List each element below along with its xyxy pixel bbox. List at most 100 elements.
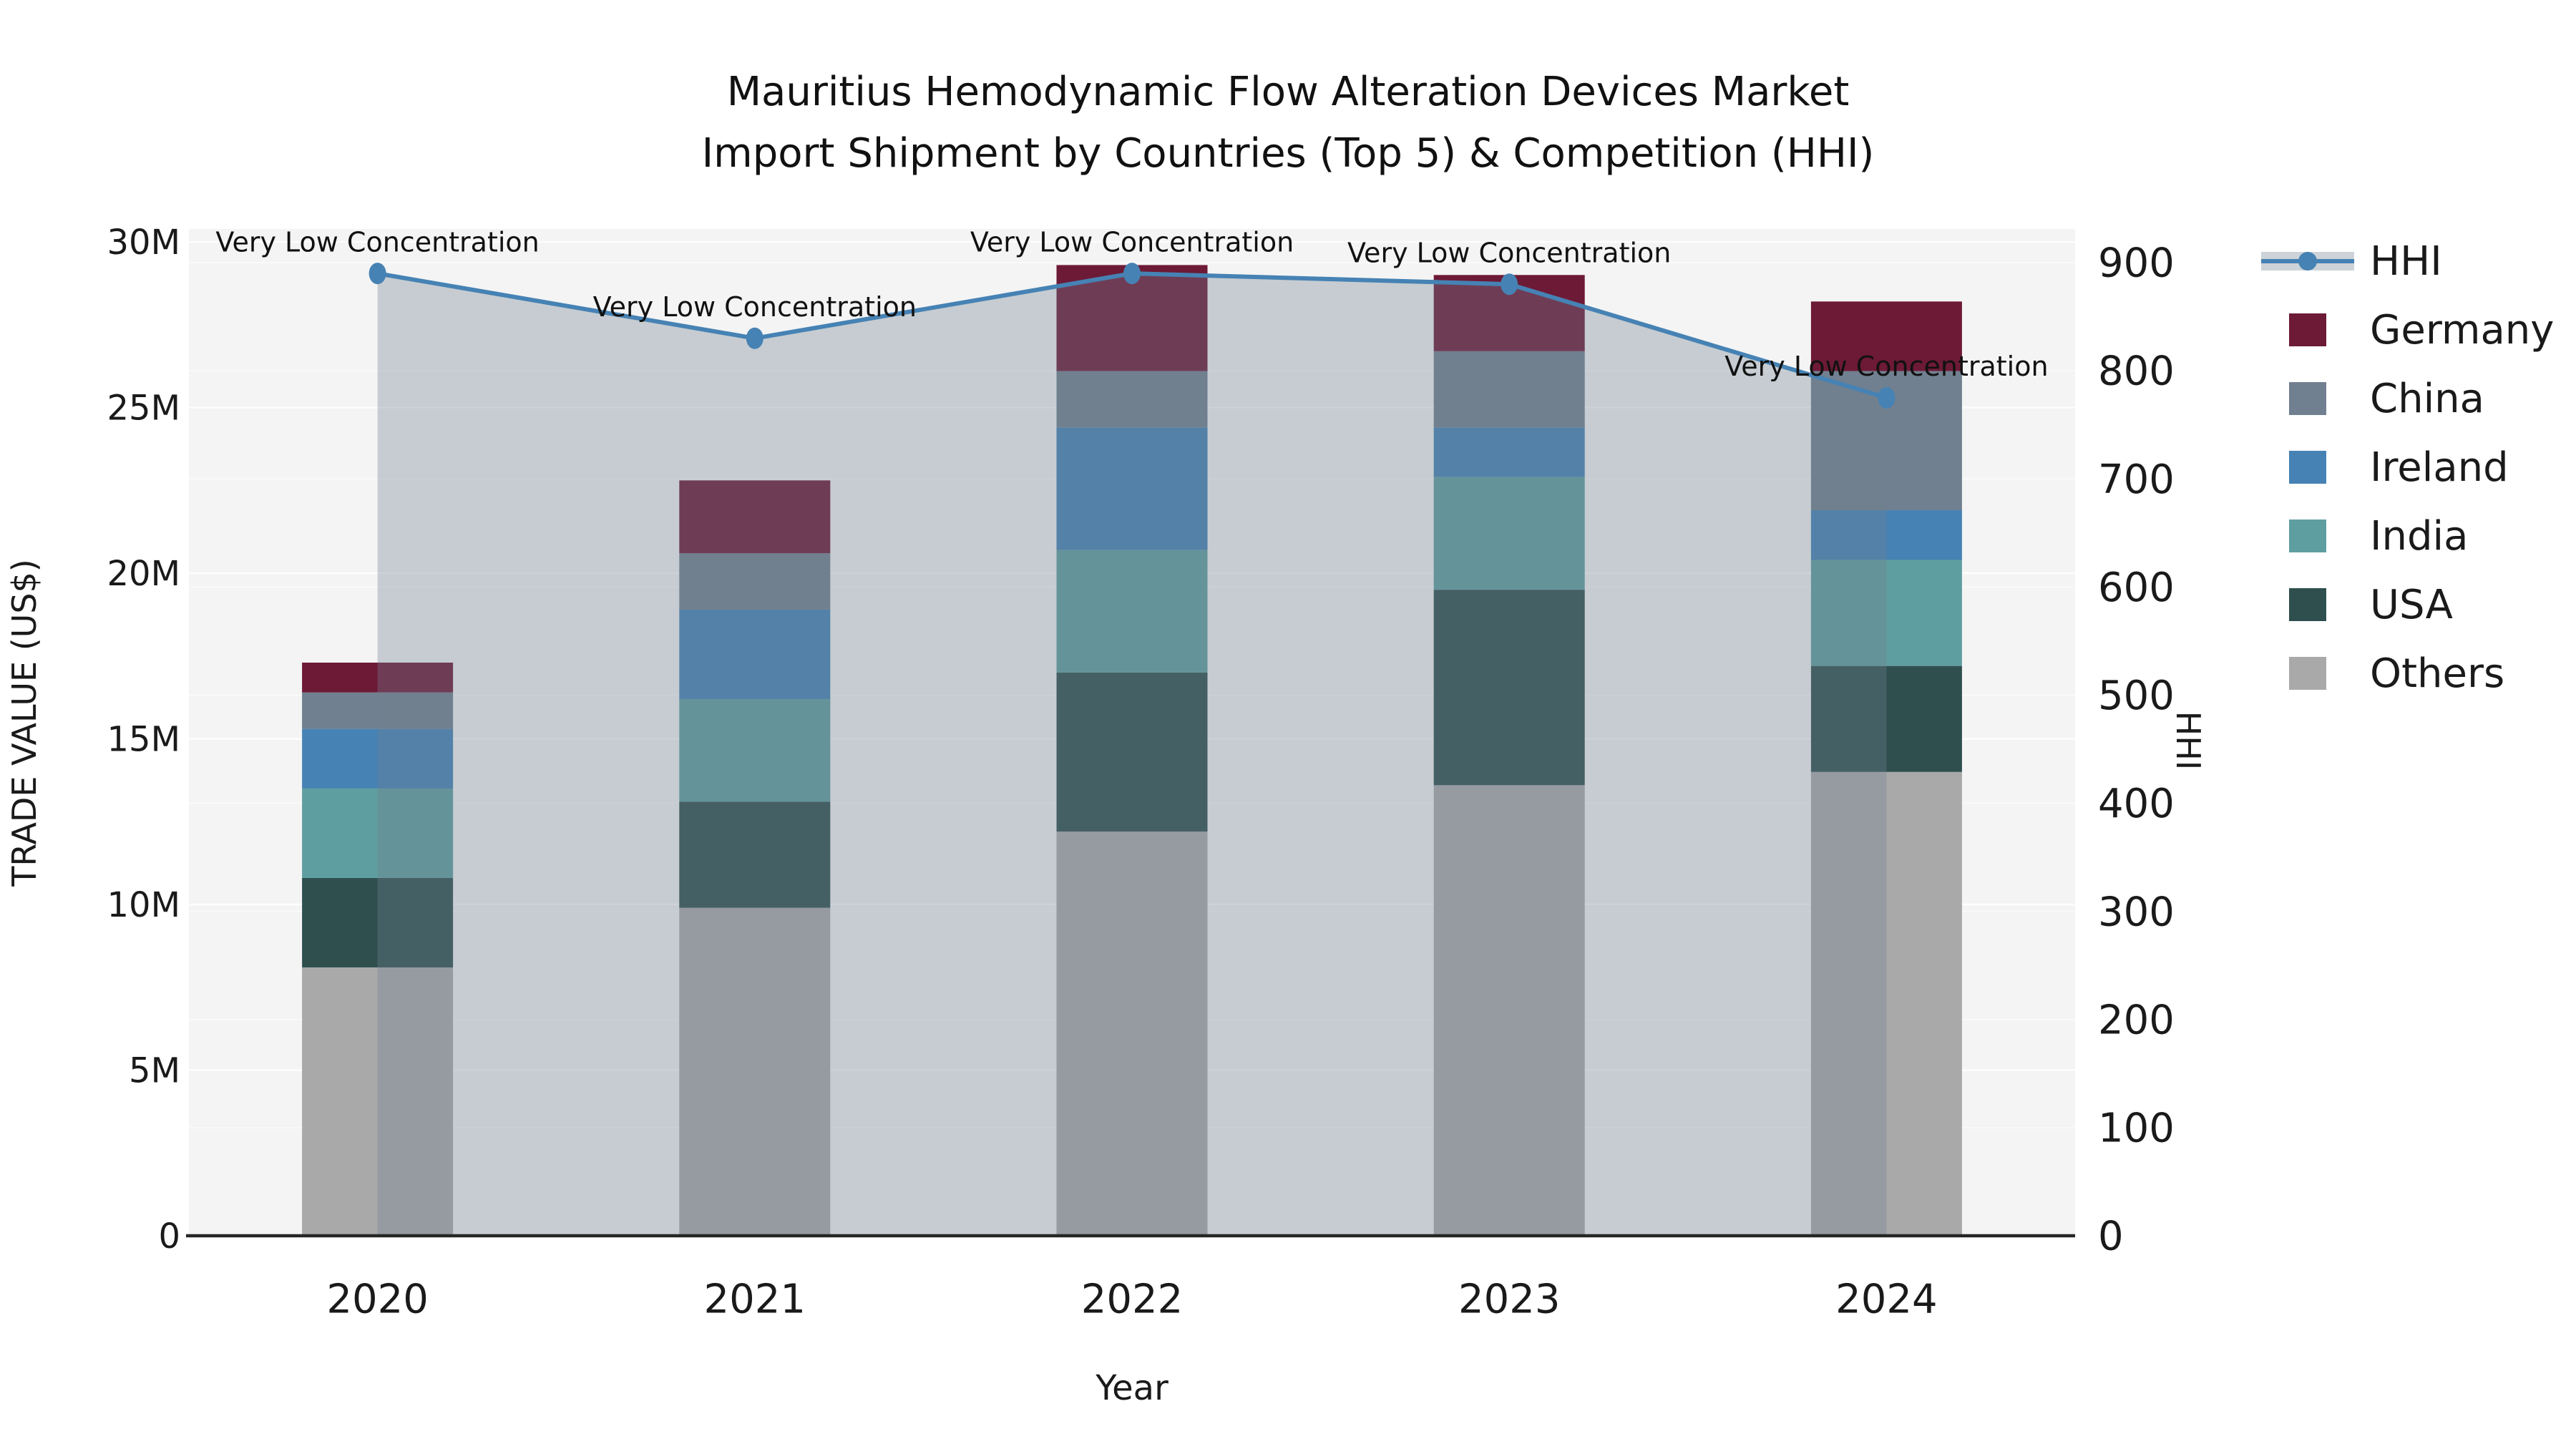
y-tick-left: 0 xyxy=(158,1216,180,1257)
y-tick-right: 0 xyxy=(2098,1214,2124,1260)
x-tick-2020: 2020 xyxy=(326,1277,429,1323)
swatch-india xyxy=(2289,519,2326,552)
bar-segment-2022-china xyxy=(1056,371,1208,428)
bar-segment-2024-usa xyxy=(1810,665,1962,772)
bar-segment-2021-india xyxy=(679,698,831,802)
bar-segment-2021-ireland xyxy=(679,609,831,699)
y-tick-right: 900 xyxy=(2098,240,2175,287)
bar-segment-2020-others xyxy=(302,967,454,1236)
hhi-marker-dot xyxy=(2298,252,2317,270)
y-axis-title-right: HHI xyxy=(2169,711,2207,771)
bar-segment-2023-ireland xyxy=(1433,427,1585,477)
x-tick-2023: 2023 xyxy=(1458,1277,1561,1323)
annotation-2022: Very Low Concentration xyxy=(970,226,1294,258)
bar-segment-2024-ireland xyxy=(1810,510,1962,560)
legend-item-china: China xyxy=(2261,364,2554,433)
bar-segment-2024-others xyxy=(1810,771,1962,1236)
y-tick-left: 5M xyxy=(129,1050,180,1091)
bar-segment-2023-india xyxy=(1433,477,1585,590)
bar-segment-2023-others xyxy=(1433,785,1585,1236)
hhi-markers xyxy=(369,263,1896,409)
legend-label-india: India xyxy=(2370,512,2469,560)
legend-label-china: China xyxy=(2370,375,2484,422)
legend: HHI Germany China Ireland India USA Others xyxy=(2261,227,2554,708)
bar-segment-2021-others xyxy=(679,907,831,1236)
hhi-marker-2021 xyxy=(746,327,763,349)
legend-label-ireland: Ireland xyxy=(2370,444,2509,491)
hhi-line-swatch-icon xyxy=(2261,240,2354,283)
bar-segment-2022-ireland xyxy=(1056,427,1208,550)
x-tick-2022: 2022 xyxy=(1081,1277,1184,1323)
annotation-2021: Very Low Concentration xyxy=(593,291,917,323)
legend-item-others: Others xyxy=(2261,639,2554,708)
legend-label-others: Others xyxy=(2370,650,2505,697)
x-axis-title: Year xyxy=(1096,1368,1169,1408)
bar-segment-2020-china xyxy=(302,692,454,729)
hhi-marker-2023 xyxy=(1501,273,1518,296)
bar-segment-2023-china xyxy=(1433,351,1585,428)
color-swatch-icon xyxy=(2261,583,2354,626)
bar-segment-2022-others xyxy=(1056,831,1208,1236)
y-axis-title-left: TRADE VALUE (US$) xyxy=(5,559,44,887)
legend-label-usa: USA xyxy=(2370,581,2453,628)
annotations: Very Low Concentration Very Low Concentra… xyxy=(215,226,2048,382)
chart-title-line1: Mauritius Hemodynamic Flow Alteration De… xyxy=(726,69,1850,115)
hhi-area-fill xyxy=(377,273,1887,1236)
bar-segment-2024-india xyxy=(1810,560,1962,666)
annotation-2024: Very Low Concentration xyxy=(1724,351,2048,382)
y-tick-left: 10M xyxy=(107,885,181,925)
bar-segment-2021-germany xyxy=(679,480,831,554)
bar-segment-2020-india xyxy=(302,788,454,878)
y-tick-left: 20M xyxy=(107,554,181,594)
annotation-2023: Very Low Concentration xyxy=(1347,238,1671,269)
bar-segment-2020-usa xyxy=(302,877,454,967)
legend-label-hhi: HHI xyxy=(2370,238,2442,285)
legend-item-hhi: HHI xyxy=(2261,227,2554,296)
x-tick-2024: 2024 xyxy=(1835,1277,1938,1323)
hhi-marker-2020 xyxy=(369,263,386,285)
y-tick-right: 600 xyxy=(2098,565,2175,611)
annotation-2020: Very Low Concentration xyxy=(215,226,539,258)
chart-title-line2: Import Shipment by Countries (Top 5) & C… xyxy=(701,130,1875,177)
bar-segment-2020-ireland xyxy=(302,728,454,789)
legend-item-india: India xyxy=(2261,502,2554,570)
color-swatch-icon xyxy=(2261,652,2354,695)
y-tick-left: 25M xyxy=(107,388,181,428)
color-swatch-icon xyxy=(2261,514,2354,557)
bar-segment-2022-usa xyxy=(1056,672,1208,832)
bar-segment-2020-germany xyxy=(302,663,454,693)
y-tick-right: 300 xyxy=(2098,889,2175,935)
color-swatch-icon xyxy=(2261,446,2354,489)
y-tick-right: 200 xyxy=(2098,997,2175,1043)
hhi-marker-2024 xyxy=(1878,386,1896,409)
y-tick-right: 100 xyxy=(2098,1105,2175,1151)
y-tick-right: 400 xyxy=(2098,781,2175,827)
color-swatch-icon xyxy=(2261,377,2354,420)
x-axis-ticks: 2020 2021 2022 2023 2024 xyxy=(326,1277,1937,1323)
bar-segment-2021-usa xyxy=(679,801,831,908)
legend-item-ireland: Ireland xyxy=(2261,433,2554,502)
swatch-china xyxy=(2289,382,2326,415)
y-axis-ticks-right: 0 100 200 300 400 500 600 700 800 900 xyxy=(2098,240,2175,1260)
x-tick-2021: 2021 xyxy=(704,1277,806,1323)
legend-item-germany: Germany xyxy=(2261,296,2554,364)
swatch-germany xyxy=(2289,313,2326,346)
color-swatch-icon xyxy=(2261,308,2354,351)
swatch-ireland xyxy=(2289,451,2326,484)
y-tick-right: 500 xyxy=(2098,673,2175,719)
y-tick-right: 700 xyxy=(2098,457,2175,503)
legend-label-germany: Germany xyxy=(2370,306,2555,353)
legend-item-usa: USA xyxy=(2261,570,2554,639)
swatch-others xyxy=(2289,657,2326,690)
y-tick-right: 800 xyxy=(2098,348,2175,395)
y-tick-left: 15M xyxy=(107,719,181,759)
bar-segment-2022-india xyxy=(1056,550,1208,673)
y-axis-ticks-left: 0 5M 10M 15M 20M 25M 30M xyxy=(107,223,181,1257)
bar-segment-2024-germany xyxy=(1810,301,1962,371)
bar-segment-2023-usa xyxy=(1433,590,1585,786)
hhi-marker-2022 xyxy=(1123,263,1141,285)
bar-segment-2021-china xyxy=(679,553,831,610)
y-tick-left: 30M xyxy=(107,223,181,263)
